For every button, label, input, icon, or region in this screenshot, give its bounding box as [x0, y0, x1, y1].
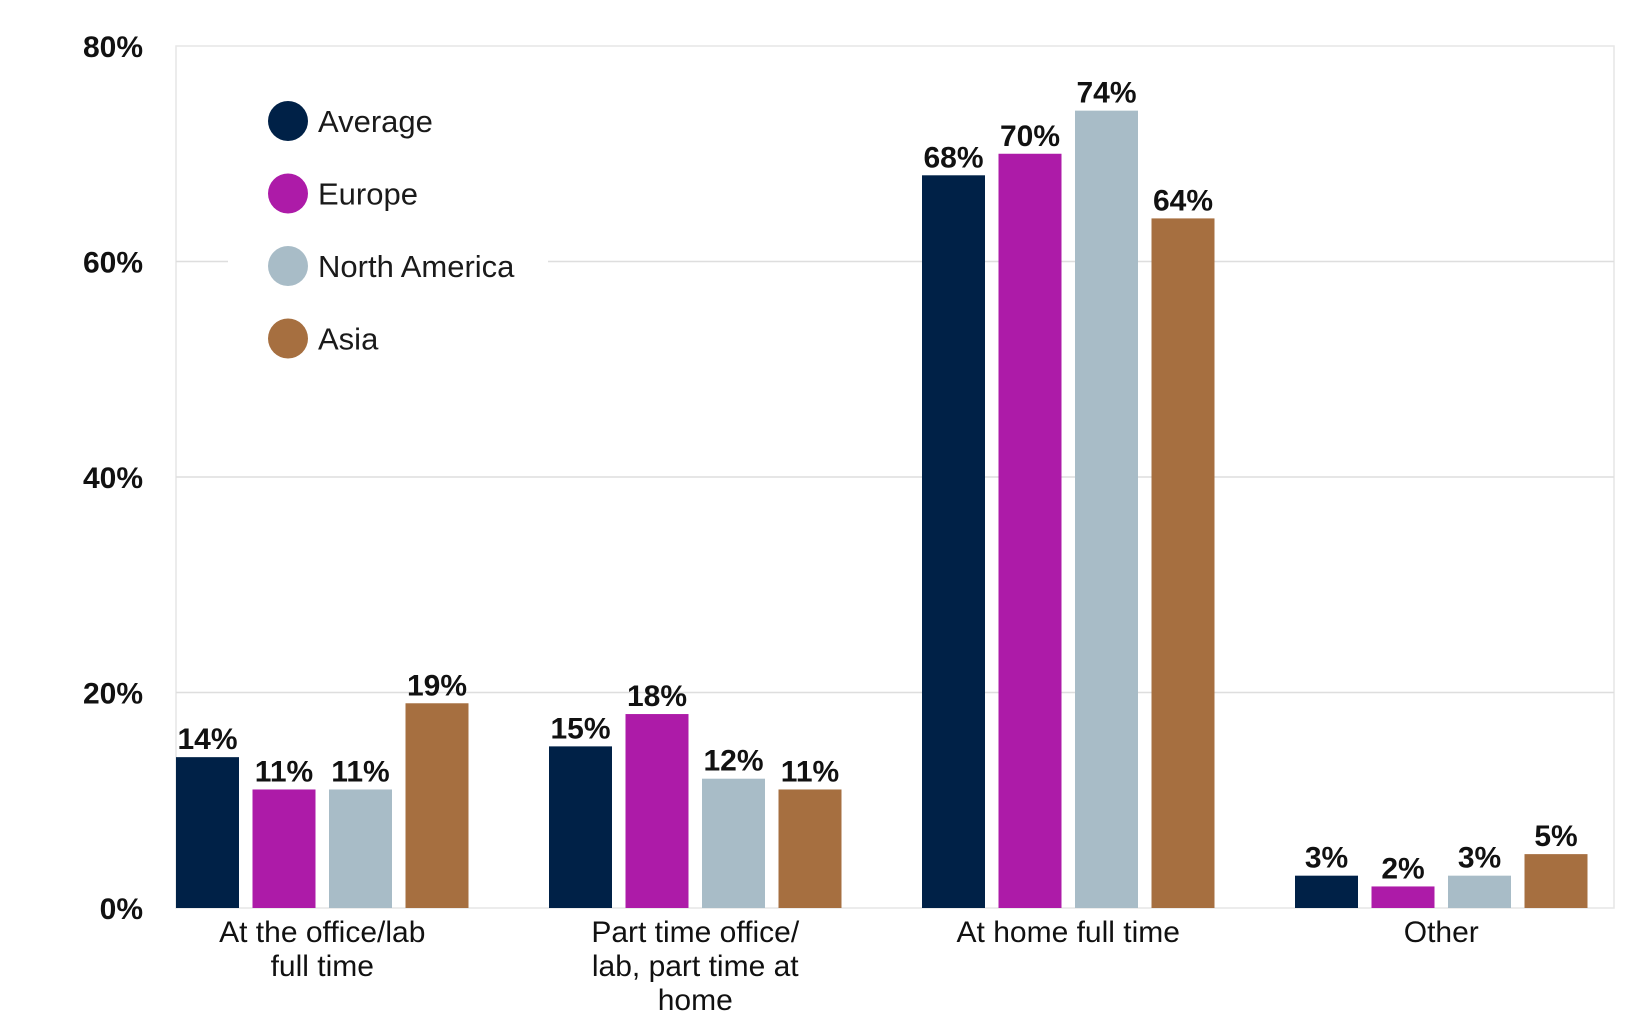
bar [1151, 218, 1215, 908]
bar [329, 789, 392, 908]
bar [1448, 875, 1511, 908]
y-tick-label: 80% [83, 31, 143, 64]
bar [405, 703, 469, 908]
data-label: 11% [331, 755, 389, 788]
bar [252, 789, 316, 908]
data-label: 15% [550, 712, 610, 745]
x-tick-label: At the office/lab [219, 916, 425, 949]
legend-label: North America [318, 249, 515, 284]
bar [1295, 875, 1358, 908]
legend-marker [268, 173, 308, 214]
bars [176, 110, 1588, 909]
x-tick-label: Other [1404, 916, 1479, 949]
data-label: 5% [1534, 820, 1577, 853]
data-label: 3% [1458, 842, 1501, 875]
legend-marker [268, 101, 308, 141]
y-tick-label: 40% [83, 462, 143, 495]
bar [702, 778, 765, 908]
bar [176, 757, 239, 908]
legend-label: Asia [318, 322, 379, 357]
data-label: 11% [255, 755, 313, 788]
data-label: 11% [781, 755, 839, 788]
y-tick-label: 60% [83, 247, 143, 280]
bar [922, 175, 985, 909]
x-tick-label: Part time office/ [591, 916, 800, 949]
bar [549, 746, 612, 908]
x-tick-label: full time [271, 950, 374, 983]
bar [778, 789, 842, 908]
bar [1371, 886, 1435, 908]
y-tick-label: 0% [100, 893, 143, 926]
data-label: 68% [923, 141, 983, 174]
legend: Average Europe North America Asia [228, 80, 548, 375]
data-label: 14% [177, 723, 237, 756]
legend-label: Europe [318, 177, 418, 212]
data-label: 2% [1381, 852, 1424, 885]
bar [1075, 110, 1138, 908]
x-tick-label: At home full time [957, 916, 1180, 949]
legend-marker [268, 318, 308, 359]
data-label: 12% [703, 745, 763, 778]
data-label: 3% [1305, 842, 1348, 875]
x-tick-label: lab, part time at [592, 950, 799, 983]
y-tick-label: 20% [83, 678, 143, 711]
data-label: 19% [407, 669, 467, 702]
legend-label: Average [318, 104, 433, 139]
bar [1524, 854, 1588, 908]
data-label: 74% [1076, 77, 1136, 110]
y-axis: 0% 20% 40% 60% 80% [83, 31, 143, 926]
data-labels: 14% 11% 11% 19% 15% 18% 12% 11% 68% 70% 74% 64% 3% 2%… [177, 77, 1577, 886]
bar [625, 714, 689, 908]
data-label: 18% [627, 680, 687, 713]
bar [998, 153, 1062, 908]
data-label: 64% [1153, 184, 1213, 217]
x-tick-label: home [658, 984, 733, 1017]
data-label: 70% [1000, 120, 1060, 153]
legend-marker [268, 246, 308, 286]
